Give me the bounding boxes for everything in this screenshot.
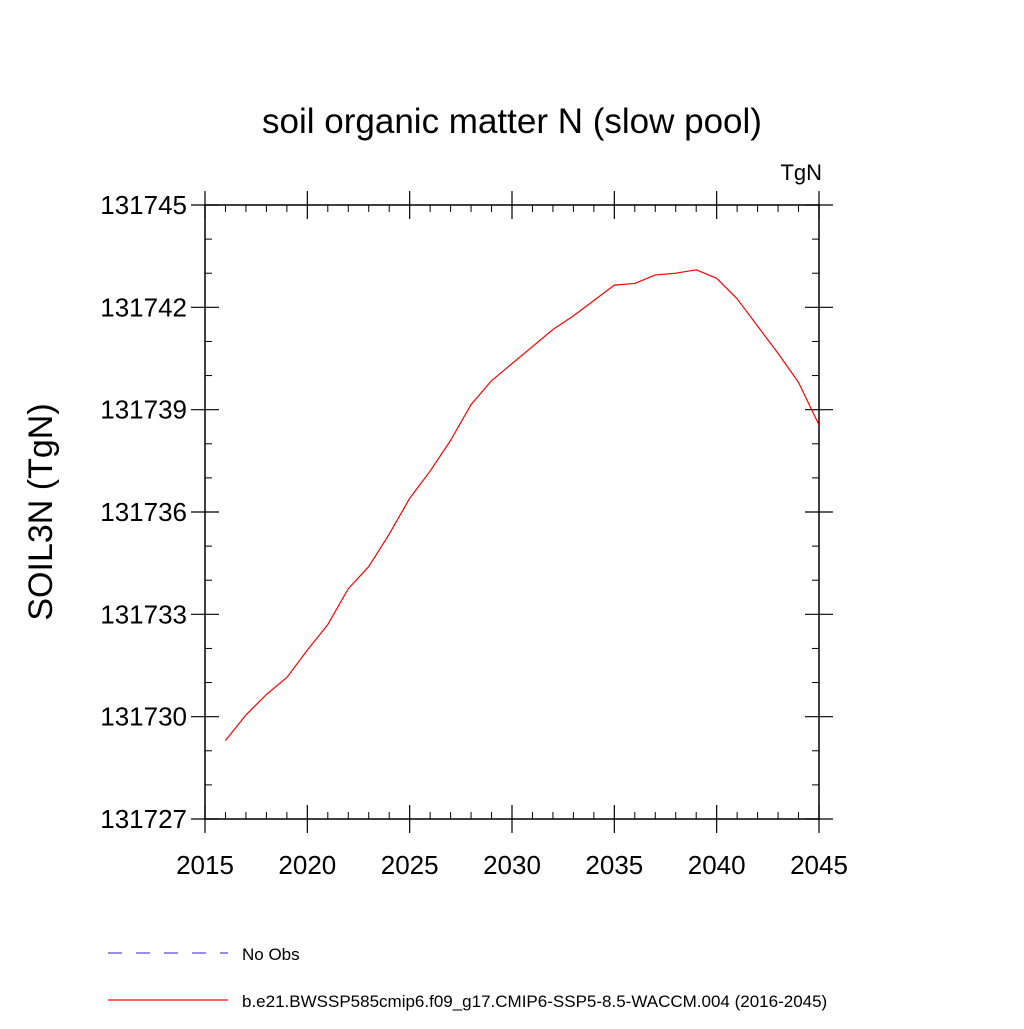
series-layer	[225, 269, 820, 741]
y-tick-label: 131742	[100, 292, 187, 322]
plot-frame	[204, 204, 820, 820]
axes: 2015 2020 2025 2030 2035 2040 2045 131727 131730…	[100, 190, 848, 880]
units-label: TgN	[780, 160, 822, 185]
x-tick-label: 2020	[278, 850, 336, 880]
legend-label-2: b.e21.BWSSP585cmip6.f09_g17.CMIP6-SSP5-8…	[242, 992, 827, 1011]
y-axis-label: SOIL3N (TgN)	[22, 403, 60, 620]
y-tick-label: 131745	[100, 190, 187, 220]
x-tick-label: 2025	[381, 850, 439, 880]
y-tick-label: 131730	[100, 702, 187, 732]
x-tick-label: 2030	[483, 850, 541, 880]
y-tick-label: 131727	[100, 804, 187, 834]
x-tick-label: 2045	[790, 850, 848, 880]
x-tick-label: 2015	[176, 850, 234, 880]
x-tick-label: 2035	[585, 850, 643, 880]
y-tick-label: 131739	[100, 395, 187, 425]
series-line-2	[225, 269, 820, 741]
x-tick-label: 2040	[688, 850, 746, 880]
y-tick-label: 131733	[100, 599, 187, 629]
legend: No Obs b.e21.BWSSP585cmip6.f09_g17.CMIP6-…	[108, 945, 827, 1011]
chart-title: soil organic matter N (slow pool)	[262, 102, 762, 141]
y-tick-label: 131736	[100, 497, 187, 527]
legend-label-1: No Obs	[242, 945, 300, 964]
